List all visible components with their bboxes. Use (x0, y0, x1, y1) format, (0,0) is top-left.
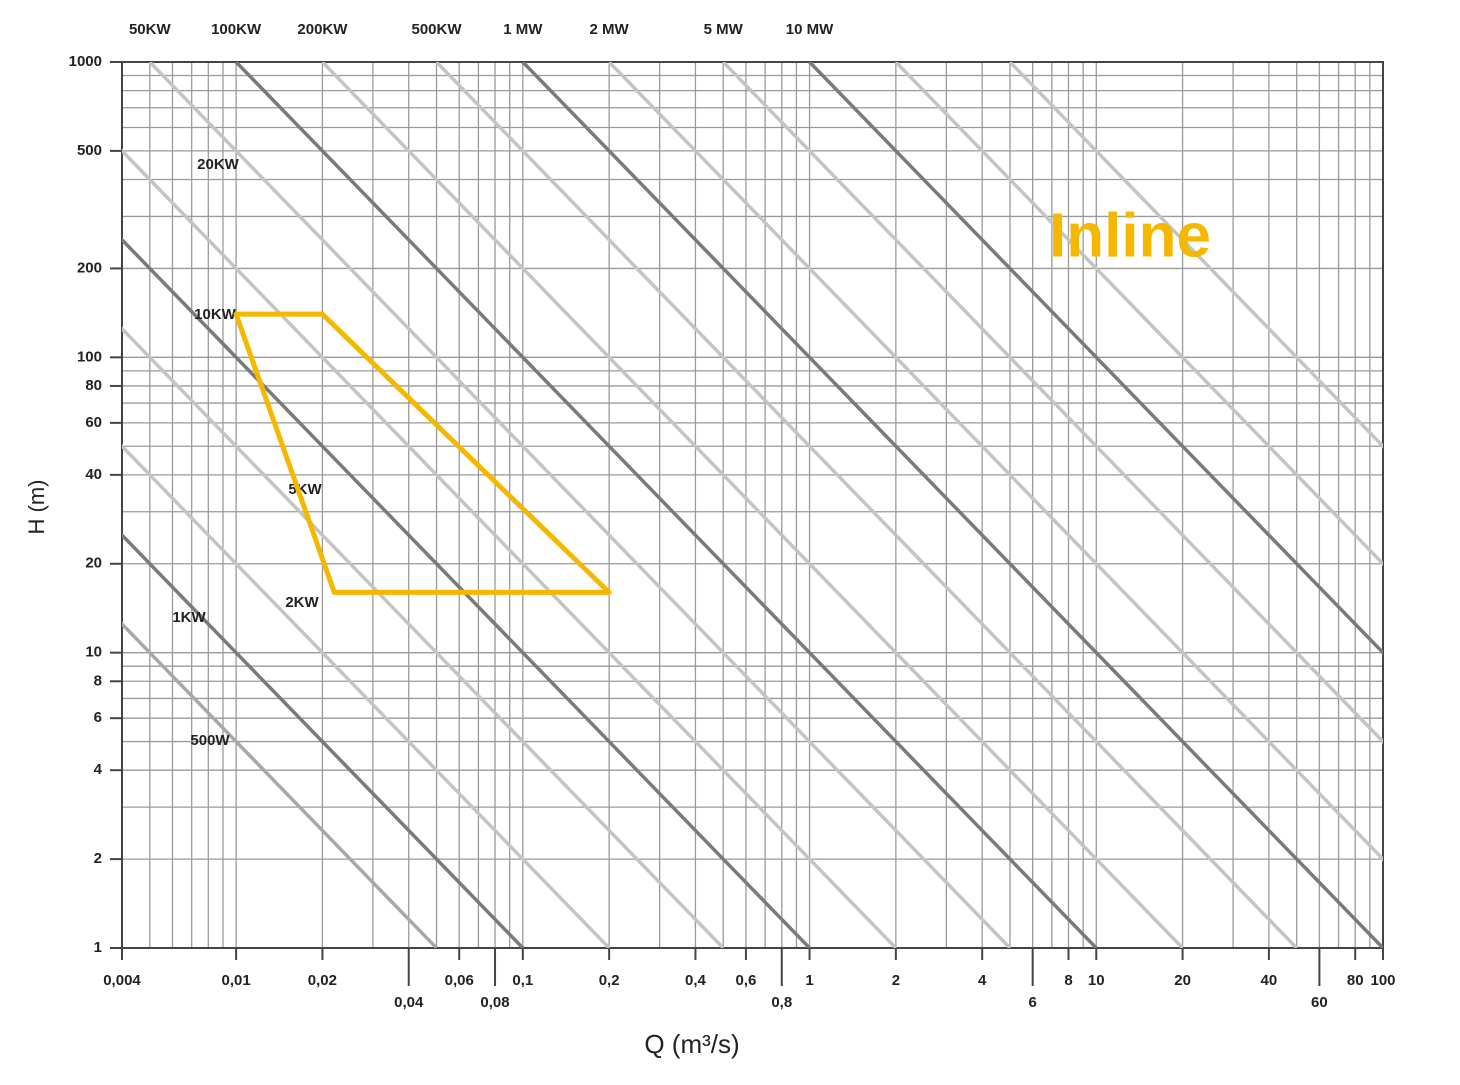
x-tick-label: 20 (1174, 972, 1191, 989)
y-tick-label: 1000 (69, 53, 102, 70)
y-tick-label: 200 (77, 259, 102, 276)
power-line (521, 62, 1383, 948)
y-tick-label: 8 (94, 672, 102, 689)
x-tick-label: 0,8 (771, 994, 792, 1011)
power-line (122, 237, 811, 948)
power-line (607, 62, 1383, 862)
region-label: Inline (1049, 201, 1211, 270)
x-tick-label: 6 (1028, 994, 1036, 1011)
y-tick-label: 100 (77, 348, 102, 365)
power-line (894, 62, 1383, 567)
power-line (435, 62, 1298, 948)
plot-frame (121, 61, 1384, 949)
x-tick-label: 0,2 (599, 972, 620, 989)
power-line (1008, 62, 1383, 449)
x-tick-label: 1 (805, 972, 813, 989)
y-tick-label: 4 (94, 761, 103, 778)
power-label: 2 MW (590, 21, 630, 38)
x-tick-label: 0,004 (103, 972, 141, 989)
x-tick-label: 60 (1311, 994, 1328, 1011)
y-tick-label: 60 (85, 414, 102, 431)
y-tick-label: 1 (94, 939, 102, 956)
y-tick-label: 80 (85, 377, 102, 394)
x-tick-label: 2 (892, 972, 900, 989)
power-label: 1KW (172, 609, 206, 626)
x-tick-label: 0,6 (736, 972, 757, 989)
x-tick-label: 8 (1064, 972, 1072, 989)
y-tick-label: 40 (85, 466, 102, 483)
power-label: 5 MW (704, 21, 744, 38)
power-line (122, 443, 611, 948)
power-line (808, 62, 1383, 656)
power-line (321, 62, 1184, 948)
x-tick-label: 0,1 (512, 972, 533, 989)
x-tick-label: 0,01 (221, 972, 250, 989)
power-lines (122, 62, 1383, 948)
region (233, 311, 612, 595)
power-label: 100KW (211, 21, 262, 38)
power-label: 10KW (194, 306, 237, 323)
power-line (122, 621, 438, 948)
power-label: 2KW (285, 594, 319, 611)
x-tick-label: 0,04 (394, 994, 424, 1011)
y-axis-label: H (m) (24, 480, 49, 535)
x-tick-label: 4 (978, 972, 987, 989)
power-line (122, 532, 525, 948)
power-line (234, 62, 1098, 948)
y-tick-label: 10 (85, 644, 102, 661)
power-label: 500KW (411, 21, 462, 38)
x-tick-label: 0,4 (685, 972, 707, 989)
x-tick-label: 80 (1347, 972, 1364, 989)
y-tick-label: 6 (94, 709, 102, 726)
power-line (148, 62, 1012, 948)
y-tick-label: 20 (85, 555, 102, 572)
x-tick-label: 0,06 (445, 972, 474, 989)
x-axis-label: Q (m³/s) (644, 1029, 739, 1059)
x-tick-label: 100 (1370, 972, 1395, 989)
power-label: 10 MW (786, 21, 834, 38)
y-tick-label: 2 (94, 850, 102, 867)
x-tick-label: 0,08 (480, 994, 509, 1011)
power-line (122, 148, 898, 948)
y-tick-label: 500 (77, 142, 102, 159)
x-tick-label: 10 (1088, 972, 1105, 989)
power-line (721, 62, 1383, 745)
power-line (122, 326, 725, 948)
power-label: 200KW (297, 21, 348, 38)
power-label: 500W (190, 732, 230, 749)
power-label: 1 MW (503, 21, 543, 38)
power-label: 50KW (129, 21, 172, 38)
x-tick-label: 0,02 (308, 972, 337, 989)
x-tick-label: 40 (1261, 972, 1278, 989)
power-label: 20KW (197, 156, 240, 173)
